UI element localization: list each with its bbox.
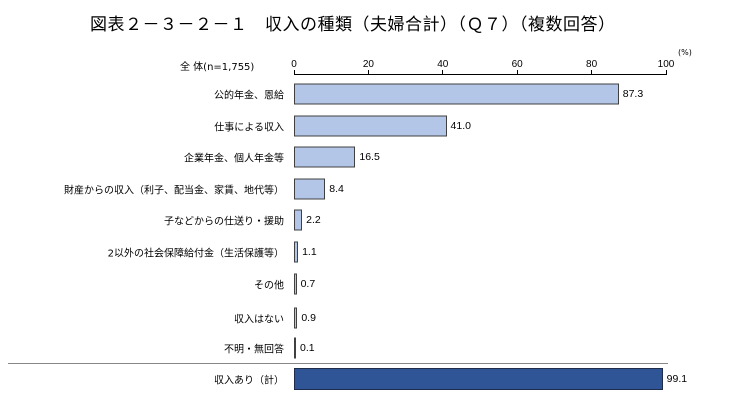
category-label: 財産からの収入（利子、配当金、家賃、地代等） — [64, 185, 284, 197]
category-label: 公的年金、恩給 — [214, 90, 284, 102]
axis-tick-label: 0 — [291, 59, 297, 70]
bar — [294, 307, 298, 329]
chart-title: 図表２－３－２－１ 収入の種類（夫婦合計）（Ｑ７）（複数回答） — [90, 15, 616, 35]
axis-tick — [665, 70, 667, 75]
total-bar — [294, 368, 663, 390]
bar — [294, 241, 299, 263]
x-axis — [294, 74, 666, 75]
data-value-label: 16.5 — [359, 151, 380, 163]
category-label: 収入はない — [234, 314, 284, 326]
bar — [294, 337, 296, 359]
data-value-label: 0.7 — [300, 278, 316, 290]
category-label: その他 — [254, 280, 284, 292]
data-value-label: 8.4 — [329, 183, 344, 195]
bar — [294, 146, 356, 168]
total-separator-line — [8, 363, 668, 364]
category-label: 不明・無回答 — [224, 344, 284, 356]
category-label: 2以外の社会保障給付金（生活保護等） — [107, 248, 284, 260]
category-label: 仕事による収入 — [214, 122, 284, 134]
category-label: 企業年金、個人年金等 — [184, 153, 284, 165]
axis-tick — [367, 70, 369, 75]
data-value-label: 99.1 — [666, 373, 688, 385]
axis-tick — [293, 70, 295, 75]
sample-size-label: 全 体(n=1,755) — [180, 62, 255, 73]
bar — [294, 209, 303, 231]
data-value-label: 87.3 — [622, 88, 644, 100]
bar — [294, 115, 447, 137]
data-value-label: 41.0 — [450, 120, 471, 132]
bar — [294, 273, 297, 295]
data-value-label: 1.1 — [302, 246, 317, 258]
category-label: 収入あり（計） — [214, 375, 284, 387]
category-label: 子などからの仕送り・援助 — [164, 216, 284, 228]
unit-label: (%) — [678, 48, 692, 57]
axis-tick-label: 40 — [437, 59, 449, 70]
axis-tick — [591, 70, 593, 75]
data-value-label: 0.1 — [300, 342, 315, 354]
axis-tick-label: 60 — [511, 59, 523, 70]
bar — [294, 83, 619, 105]
axis-tick-label: 20 — [362, 59, 374, 70]
data-value-label: 2.2 — [306, 214, 321, 226]
bar — [294, 178, 326, 200]
axis-tick-label: 80 — [586, 59, 598, 70]
data-value-label: 0.9 — [301, 312, 316, 324]
axis-tick-label: 100 — [657, 59, 675, 70]
axis-tick — [516, 70, 518, 75]
axis-tick — [442, 70, 444, 75]
